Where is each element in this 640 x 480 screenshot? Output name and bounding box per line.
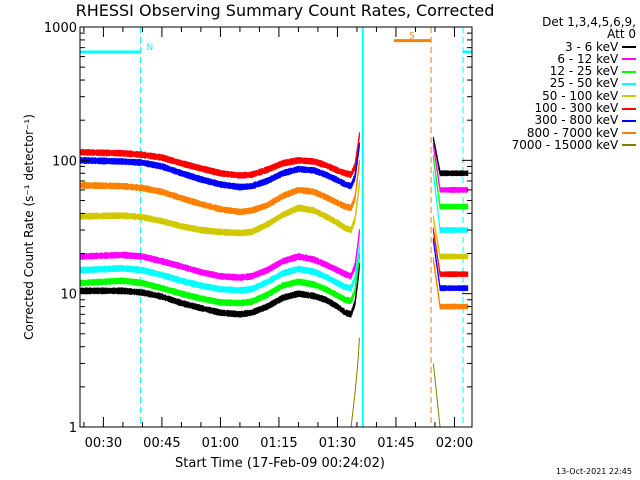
chart-title: RHESSI Observing Summary Count Rates, Co… [75,1,495,20]
series-recovery-7 [432,257,469,310]
x-axis-label: Start Time (17-Feb-09 00:24:02) [175,456,385,471]
legend-item: 6 - 12 keV [484,53,636,65]
series-trace-8 [80,337,360,428]
legend-item-label: 7000 - 15000 keV [511,137,622,152]
legend-item-label: 6 - 12 keV [557,51,622,66]
x-tick-label: 01:15 [260,436,297,451]
series-recovery-0 [432,136,469,177]
x-tick-label: 00:30 [85,436,122,451]
series-trace-5 [79,132,360,179]
legend-item: 300 - 800 keV [484,113,636,128]
legend-item: 12 - 25 keV [484,65,636,77]
legend-item: 3 - 6 keV [484,39,636,54]
legend-item: 800 - 7000 keV [484,127,636,139]
series-recovery-1 [432,142,469,193]
legend-swatch [622,119,636,122]
legend-item-label: 3 - 6 keV [565,39,622,54]
legend-swatch [622,46,636,49]
series-trace-3 [79,244,360,294]
y-tick-label: 1000 [44,21,77,36]
legend-swatch [622,58,636,61]
plot-frame [79,26,473,428]
flag-label-S: S [409,32,415,42]
legend-item-label: 800 - 7000 keV [526,125,622,140]
x-tick-label: 01:00 [202,436,239,451]
legend-item-label: 300 - 800 keV [534,113,622,128]
legend-swatch [622,107,636,110]
series-recovery-6 [432,238,469,292]
chart-flag-layer: NS [80,32,472,54]
x-tick-label: 00:45 [143,436,180,451]
x-tick-label: 02:00 [436,436,473,451]
x-tick-label: 01:30 [319,436,356,451]
series-trace-0 [79,263,360,318]
y-tick-label: 100 [52,154,77,169]
y-tick-label: 10 [60,288,77,303]
series-recovery-5 [432,228,469,278]
legend-item-label: 100 - 300 keV [534,101,622,116]
y-tick-label: 1 [69,421,77,436]
series-recovery-4 [432,215,469,260]
series-recovery-2 [432,154,469,210]
series-trace-4 [79,180,360,237]
legend-item: 25 - 50 keV [484,76,636,91]
y-axis-label: Corrected Count Rate (s⁻¹ detector⁻¹) [22,114,36,340]
chart-series-layer [79,132,469,428]
series-trace-6 [79,142,360,191]
legend-item-label: 50 - 100 keV [542,88,622,103]
legend-swatch [622,82,636,85]
legend-swatch [622,144,636,147]
series-trace-7 [79,159,360,216]
flag-label-N: N [146,43,153,53]
x-tick-label: 01:45 [377,436,414,451]
legend-item-label: 25 - 50 keV [549,76,622,91]
legend-header-detectors: Det 1,3,4,5,6,9, [542,15,636,29]
legend-item: 50 - 100 keV [484,90,636,102]
chart-decor-layer [79,27,464,427]
legend-swatch [622,95,636,98]
legend-swatch [622,132,636,135]
legend-item: 7000 - 15000 keV [484,139,636,151]
generation-timestamp: 13-Oct-2021 22:45 [556,467,632,476]
series-recovery-3 [432,170,469,234]
chart-tick-layer: 1 10 100 1000 00:30 00:45 01:00 01:15 01:30 01:45… [44,21,473,451]
series-trace-1 [79,229,360,281]
legend-header-attenuator: Att 0 [607,27,636,42]
legend-item: 100 - 300 keV [484,102,636,114]
legend-item-label: 12 - 25 keV [549,64,622,79]
chart-legend: Det 1,3,4,5,6,9, Att 0 3 - 6 keV 6 - 12 … [484,16,636,151]
legend-swatch [622,70,636,73]
series-trace-2 [79,252,360,307]
